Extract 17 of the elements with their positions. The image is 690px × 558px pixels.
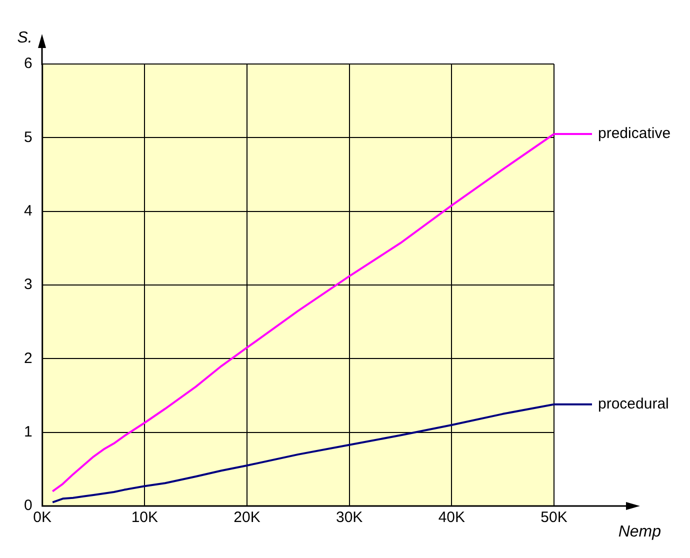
y-tick-label: 1: [24, 423, 32, 440]
x-tick-label: 20K: [234, 509, 260, 526]
x-tick-label: 0K: [33, 509, 52, 526]
x-tick-label: 50K: [540, 509, 568, 526]
y-tick-label: 3: [24, 276, 32, 294]
y-axis-title: S.: [17, 29, 32, 46]
x-axis-title: Nemp: [618, 523, 662, 540]
x-tick-label: 40K: [438, 509, 466, 526]
legend-label: procedural: [598, 395, 669, 412]
y-tick-label: 0: [24, 497, 32, 514]
y-tick-label: 5: [24, 128, 32, 146]
y-tick-label: 4: [24, 202, 32, 220]
y-tick-label: 2: [24, 350, 32, 367]
x-tick-label: 10K: [131, 509, 158, 526]
x-tick-label: 30K: [336, 509, 363, 526]
legend-label: predicative: [598, 125, 671, 142]
y-tick-label: 6: [24, 55, 32, 72]
